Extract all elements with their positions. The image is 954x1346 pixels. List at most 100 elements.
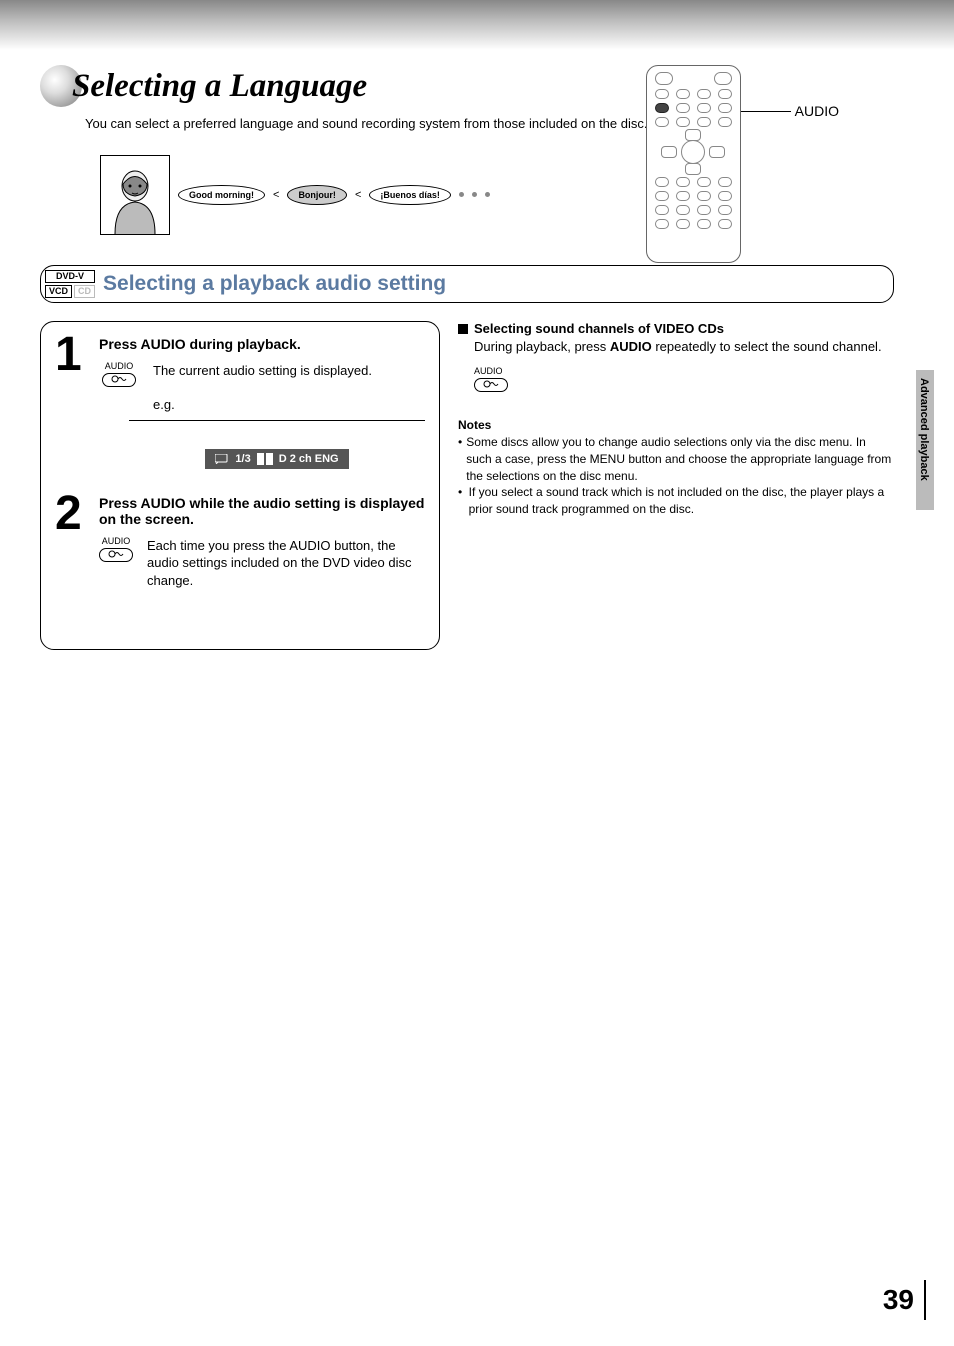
right-heading-text: Selecting sound channels of VIDEO CDs <box>474 321 724 336</box>
remote-btn <box>697 89 711 99</box>
note-text: If you select a sound track which is not… <box>469 484 894 518</box>
remote-btn <box>676 117 690 127</box>
remote-diagram: AUDIO <box>646 65 839 263</box>
right-body: During playback, press AUDIO repeatedly … <box>474 338 894 356</box>
badge-cd: CD <box>74 285 95 298</box>
step-heading: Press AUDIO while the audio setting is d… <box>99 495 425 527</box>
step-1: 1 Press AUDIO during playback. AUDIO The… <box>55 336 425 469</box>
audio-icon-label: AUDIO <box>99 362 139 371</box>
remote-btn <box>718 89 732 99</box>
remote-btn <box>718 191 732 201</box>
section-header: DVD-V VCD CD Selecting a playback audio … <box>40 265 894 303</box>
note-text: Some discs allow you to change audio sel… <box>466 434 894 484</box>
remote-btn <box>655 205 669 215</box>
strip-suffix: D 2 ch ENG <box>279 453 339 465</box>
step-number: 1 <box>55 336 89 469</box>
bullet-icon: • <box>458 434 462 484</box>
remote-btn <box>718 117 732 127</box>
page-content: Selecting a Language You can select a pr… <box>40 65 894 650</box>
speech-bubble-3: ¡Buenos días! <box>369 185 451 205</box>
remote-btn <box>697 205 711 215</box>
note-list: • Some discs allow you to change audio s… <box>458 434 894 518</box>
remote-btn <box>697 191 711 201</box>
step-sub: AUDIO Each time you press the AUDIO butt… <box>99 537 425 590</box>
remote-btn <box>718 103 732 113</box>
step-body: Press AUDIO while the audio setting is d… <box>99 495 425 590</box>
remote-btn <box>676 191 690 201</box>
dot <box>485 192 490 197</box>
eg-label: e.g. <box>153 397 425 412</box>
audio-callout: AUDIO <box>741 103 839 119</box>
badge-vcd: VCD <box>45 285 72 298</box>
step-text: Each time you press the AUDIO button, th… <box>147 537 425 590</box>
step-heading: Press AUDIO during playback. <box>99 336 425 352</box>
speech-bubble-2: Bonjour! <box>287 185 347 205</box>
remote-btn <box>718 177 732 187</box>
remote-btn <box>676 103 690 113</box>
remote-btn <box>714 72 732 85</box>
dot <box>472 192 477 197</box>
square-bullet-icon <box>458 324 468 334</box>
info-column: Selecting sound channels of VIDEO CDs Du… <box>458 321 894 651</box>
remote-btn <box>655 177 669 187</box>
pill-icon <box>102 373 136 387</box>
callout-line <box>741 111 791 112</box>
steps-column: 1 Press AUDIO during playback. AUDIO The… <box>40 321 440 651</box>
speech-bubble-1: Good morning! <box>178 185 265 205</box>
remote-btn <box>655 191 669 201</box>
badge-dvdv: DVD-V <box>45 270 95 283</box>
audio-button-icon: AUDIO <box>99 537 133 590</box>
remote-btn <box>655 117 669 127</box>
remote-btn <box>697 103 711 113</box>
step-body: Press AUDIO during playback. AUDIO The c… <box>99 336 425 469</box>
display-strip: 1/3 D 2 ch ENG <box>205 449 348 469</box>
body-pre: During playback, press <box>474 339 610 354</box>
remote-btn <box>655 219 669 229</box>
note-item: • Some discs allow you to change audio s… <box>458 434 894 484</box>
remote-btn <box>718 205 732 215</box>
side-tab-label: Advanced playback <box>918 378 930 481</box>
page-title: Selecting a Language <box>72 68 367 105</box>
remote-btn <box>655 72 673 85</box>
dots <box>459 192 490 197</box>
notes-heading: Notes <box>458 418 894 432</box>
pill-icon <box>99 548 133 562</box>
remote-audio-btn <box>655 103 669 113</box>
remote-btn <box>676 219 690 229</box>
audio-label: AUDIO <box>795 103 839 119</box>
bubble-sep: < <box>355 189 361 201</box>
step-text: The current audio setting is displayed. <box>153 362 372 387</box>
remote-btn <box>697 117 711 127</box>
top-gradient <box>0 0 954 50</box>
remote-btn <box>718 219 732 229</box>
page-number: 39 <box>883 1284 914 1316</box>
body-post: repeatedly to select the sound channel. <box>652 339 882 354</box>
right-heading: Selecting sound channels of VIDEO CDs <box>458 321 894 336</box>
dot <box>459 192 464 197</box>
format-badges: DVD-V VCD CD <box>45 270 95 298</box>
step-sub: AUDIO The current audio setting is displ… <box>99 362 425 387</box>
section-title: Selecting a playback audio setting <box>103 272 446 296</box>
remote-btn <box>676 89 690 99</box>
audio-button-icon: AUDIO <box>99 362 139 387</box>
display-example: 1/3 D 2 ch ENG <box>129 420 425 469</box>
bubble-sep: < <box>273 189 279 201</box>
remote-btn <box>655 89 669 99</box>
remote-btn <box>697 219 711 229</box>
columns: 1 Press AUDIO during playback. AUDIO The… <box>40 321 894 651</box>
body-bold: AUDIO <box>610 339 652 354</box>
person-illustration <box>100 155 170 235</box>
remote-dpad <box>663 131 723 173</box>
audio-button-icon: AUDIO <box>474 367 894 392</box>
audio-icon-label: AUDIO <box>99 537 133 546</box>
strip-prefix: 1/3 <box>235 453 250 465</box>
remote-btn <box>697 177 711 187</box>
step-2: 2 Press AUDIO while the audio setting is… <box>55 495 425 590</box>
remote-outline <box>646 65 741 263</box>
remote-btn <box>676 177 690 187</box>
step-number: 2 <box>55 495 89 590</box>
audio-icon-label: AUDIO <box>474 367 894 376</box>
pill-icon <box>474 378 508 392</box>
note-item: • If you select a sound track which is n… <box>458 484 894 518</box>
remote-btn <box>676 205 690 215</box>
